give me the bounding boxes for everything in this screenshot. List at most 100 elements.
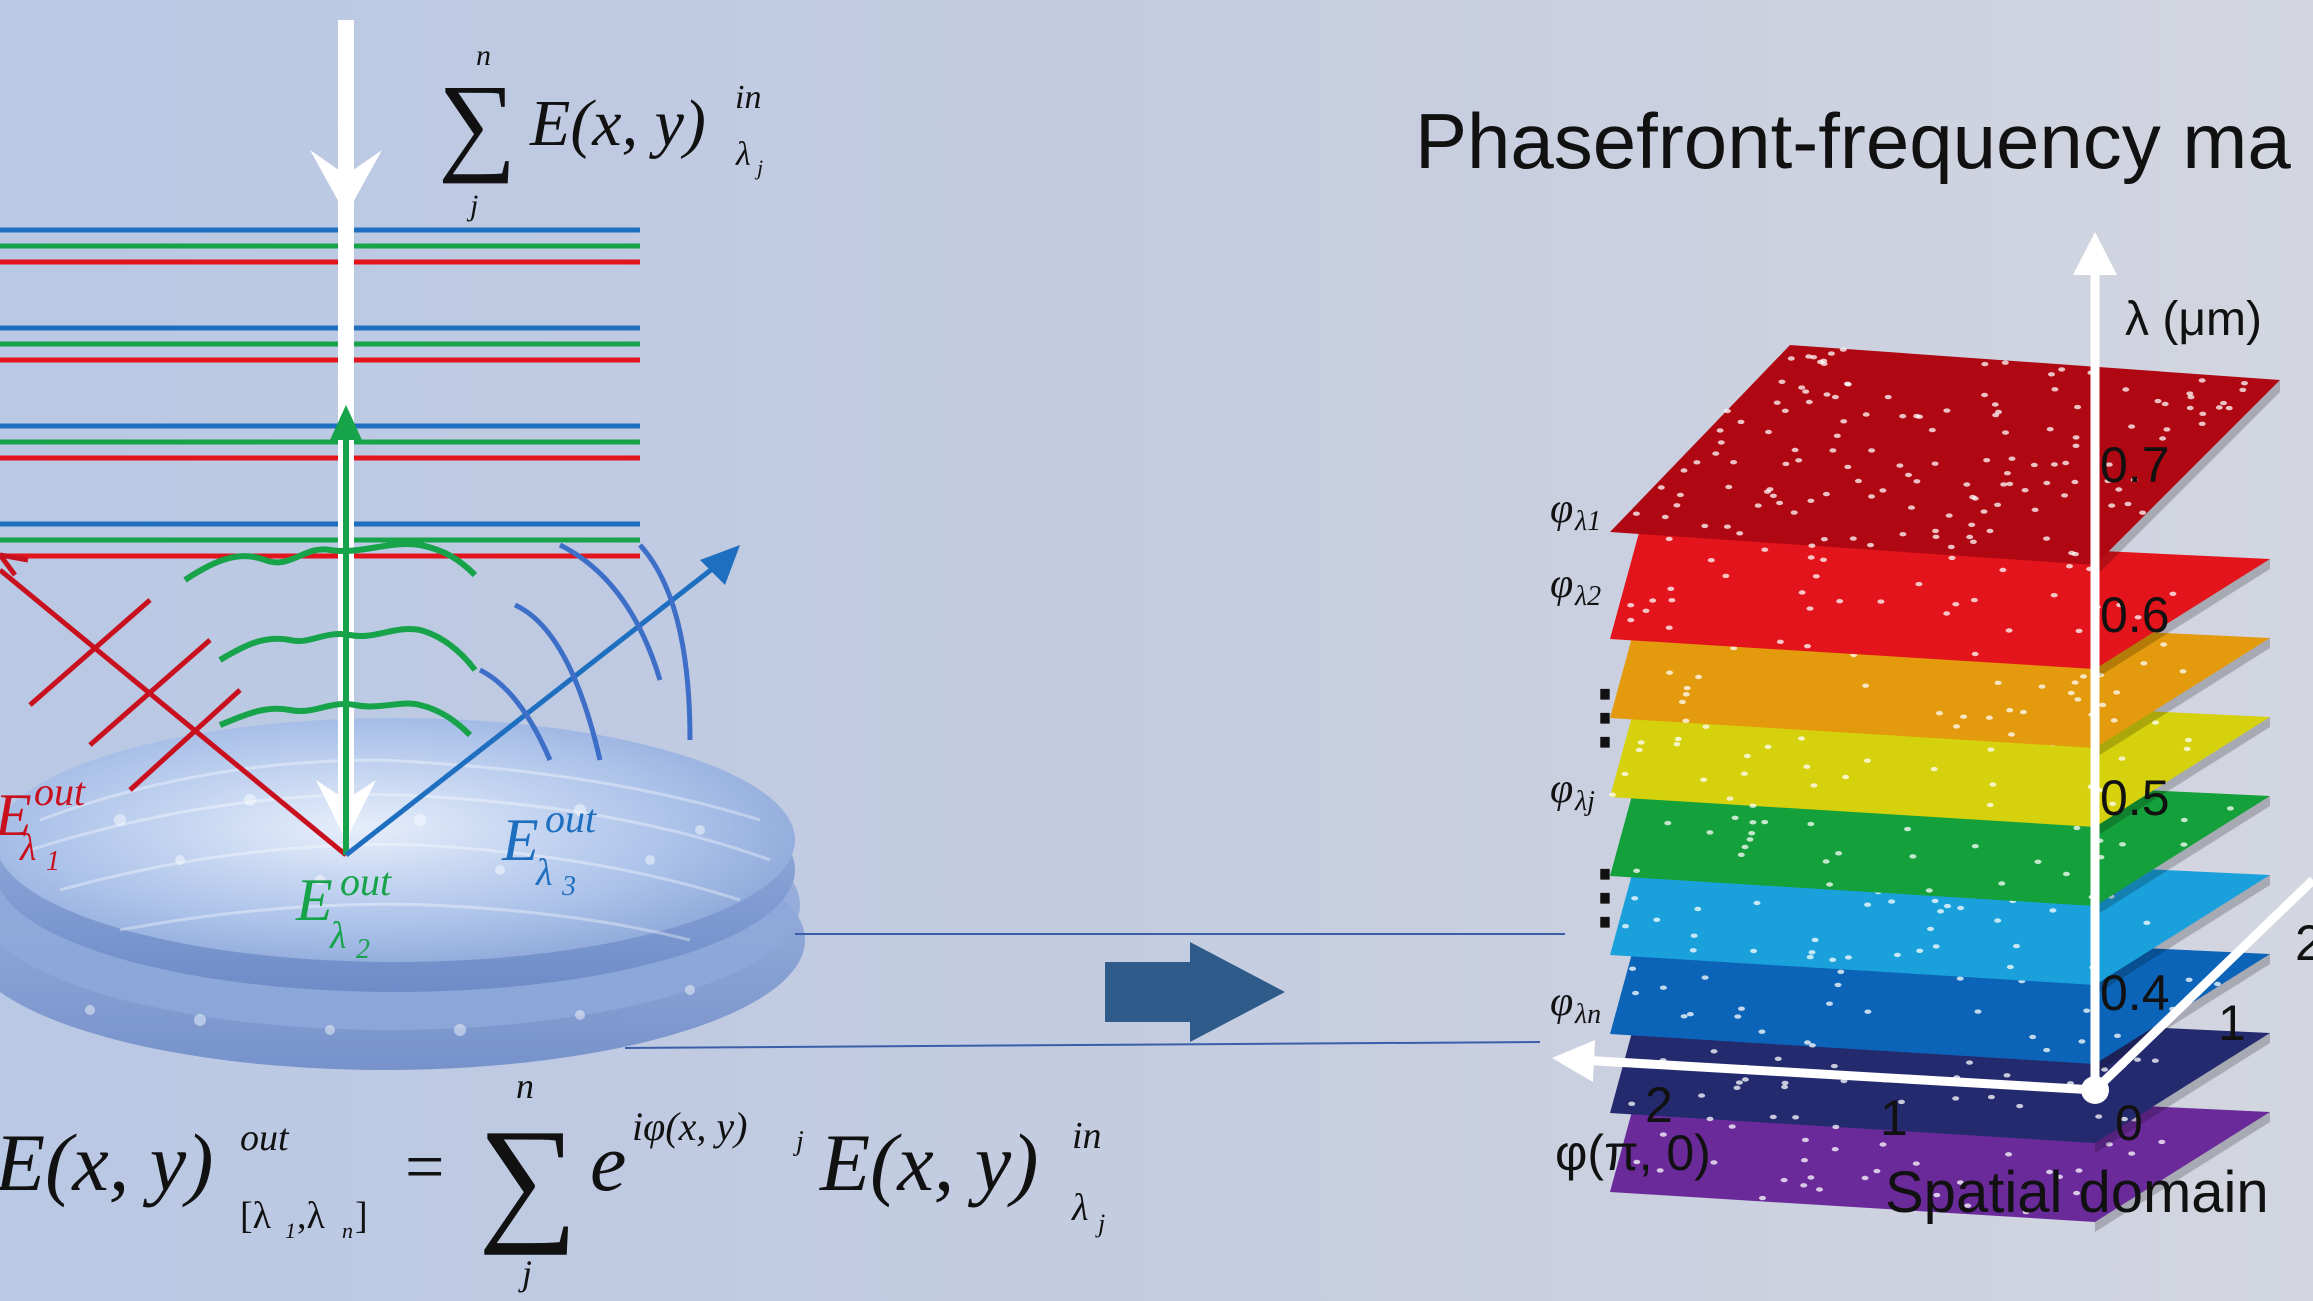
nanostructure-dot [1694, 906, 1702, 912]
svg-text:n: n [516, 1066, 534, 1106]
nanostructure-dot [2030, 462, 2038, 468]
nanostructure-dot [2139, 510, 2147, 515]
nanostructure-dot [2003, 1073, 2011, 1078]
svg-text:E: E [501, 807, 539, 873]
nanostructure-dot [1741, 844, 1749, 850]
nanostructure-dot [1689, 948, 1697, 953]
nanostructure-dot [2075, 628, 2083, 634]
svg-text:,λ: ,λ [297, 1195, 326, 1237]
svg-text:j: j [466, 189, 478, 222]
phase-layer-1 [1610, 345, 2280, 565]
nanostructure-dot [2008, 456, 2016, 461]
nanostructure-dot [1817, 359, 1824, 365]
nanostructure-dot [1811, 937, 1819, 943]
nanostructure-dot [1806, 606, 1814, 611]
nanostructure-dot [2034, 859, 2042, 864]
nanostructure-dot [1927, 926, 1934, 932]
nanostructure-dot [2019, 709, 2027, 715]
nanostructure-dot [1970, 597, 1978, 603]
nanostructure-dot [1740, 771, 1748, 776]
nanostructure-dot [2114, 1033, 2121, 1039]
nanostructure-dot [2005, 1152, 2013, 1157]
nanostructure-dot [2062, 460, 2070, 466]
nanostructure-dot [1800, 1183, 1808, 1188]
nanostructure-dot [1632, 511, 1640, 516]
nanostructure-dot [1808, 950, 1816, 955]
nanostructure-dot [1893, 952, 1901, 958]
svg-text:λn: λn [1574, 999, 1601, 1030]
label-e-lambda1: E out λ 1 [0, 769, 86, 877]
nanostructure-dot [1632, 990, 1639, 996]
nanostructure-dot [1884, 394, 1892, 400]
nanostructure-dot [1717, 440, 1725, 445]
nanostructure-dot [1737, 419, 1745, 425]
phase-layer-2 [1610, 529, 2270, 669]
input-formula: n ∑ j E(x, y) in λ j [438, 39, 763, 222]
nanostructure-dot [1844, 464, 1852, 470]
nanostructure-dot [1981, 361, 1989, 367]
nanostructure-dot [2016, 1103, 2024, 1109]
nanostructure-dot [1877, 599, 1885, 604]
svg-text:n: n [342, 1218, 353, 1243]
nanostructure-dot [1712, 451, 1720, 456]
nanostructure-dot [1731, 815, 1739, 820]
svg-text:1: 1 [285, 1218, 296, 1243]
svg-text:out: out [340, 859, 392, 904]
nanostructure-dot [1807, 821, 1815, 827]
nanostructure-dot [1765, 429, 1772, 435]
nanostructure-dot [1674, 736, 1682, 742]
nanostructure-dot [2159, 436, 2167, 441]
nanostructure-dot [1743, 753, 1751, 759]
nanostructure-dot [2000, 482, 2008, 487]
nanostructure-dot [2154, 398, 2162, 404]
axes [1552, 232, 2313, 1104]
nanostructure-dot [1826, 882, 1834, 887]
nanostructure-dot [1776, 639, 1784, 644]
nanostructure-dot [1665, 625, 1673, 630]
nanostructure-dot [2074, 404, 2082, 410]
nanostructure-dot [1930, 766, 1938, 772]
nanostructure-dot [2105, 462, 2113, 467]
nanostructure-dot [1823, 392, 1831, 397]
nanostructure-dot [2078, 1039, 2086, 1044]
nanostructure-dot [2143, 920, 2151, 925]
nanostructure-dot [1849, 536, 1857, 541]
nanostructure-dot [2239, 387, 2247, 393]
nanostructure-dot [1966, 1060, 1973, 1065]
nanostructure-dot [2061, 493, 2069, 498]
nanostructure-dot [1706, 1116, 1714, 1122]
svg-text:[λ: [λ [240, 1195, 272, 1237]
layer-label-j: φ λj [1550, 766, 1595, 817]
nanostructure-dot [2049, 908, 2057, 913]
nanostructure-dot [1968, 522, 1976, 527]
nanostructure-dot [2073, 825, 2081, 831]
nanostructure-dot [1730, 645, 1738, 651]
phase-layer-edge-6 [2095, 875, 2270, 995]
nanostructure-dot [2140, 661, 2148, 666]
nanostructure-dot [1916, 948, 1924, 953]
nanostructure-dot [1805, 399, 1813, 405]
nanostructure-dot [1960, 714, 1968, 719]
svg-text:E(x, y): E(x, y) [0, 1117, 214, 1208]
nanostructure-dot [2046, 1169, 2054, 1175]
nanostructure-dot [1781, 1084, 1789, 1090]
nanostructure-dot [1753, 900, 1761, 906]
nanostructure-dot [2185, 737, 2192, 743]
nanostructure-dot [2008, 732, 2015, 737]
layer-labels: φ λ1 φ λ2 ⋮ φ λj ⋮ φ λn [1550, 486, 1640, 1030]
svg-text:in: in [735, 79, 761, 116]
nanostructure-dot [1673, 503, 1681, 508]
nanostructure-dot [1807, 1175, 1815, 1180]
nanostructure-dot [1702, 724, 1710, 729]
nanostructure-dot [2152, 720, 2159, 725]
layer-label-1: φ λ1 [1550, 486, 1601, 537]
nanostructure-dot [2022, 1209, 2030, 1215]
nanostructure-dot [1642, 608, 1650, 613]
nanostructure-dot [1806, 954, 1814, 960]
nanostructure-dot [1873, 1168, 1881, 1174]
nanostructure-dot [1944, 903, 1951, 909]
nanostructure-dot [1931, 898, 1939, 904]
nanostructure-dot [1981, 392, 1989, 398]
nanostructure-dot [1673, 742, 1681, 747]
nanostructure-dot [1836, 599, 1844, 604]
